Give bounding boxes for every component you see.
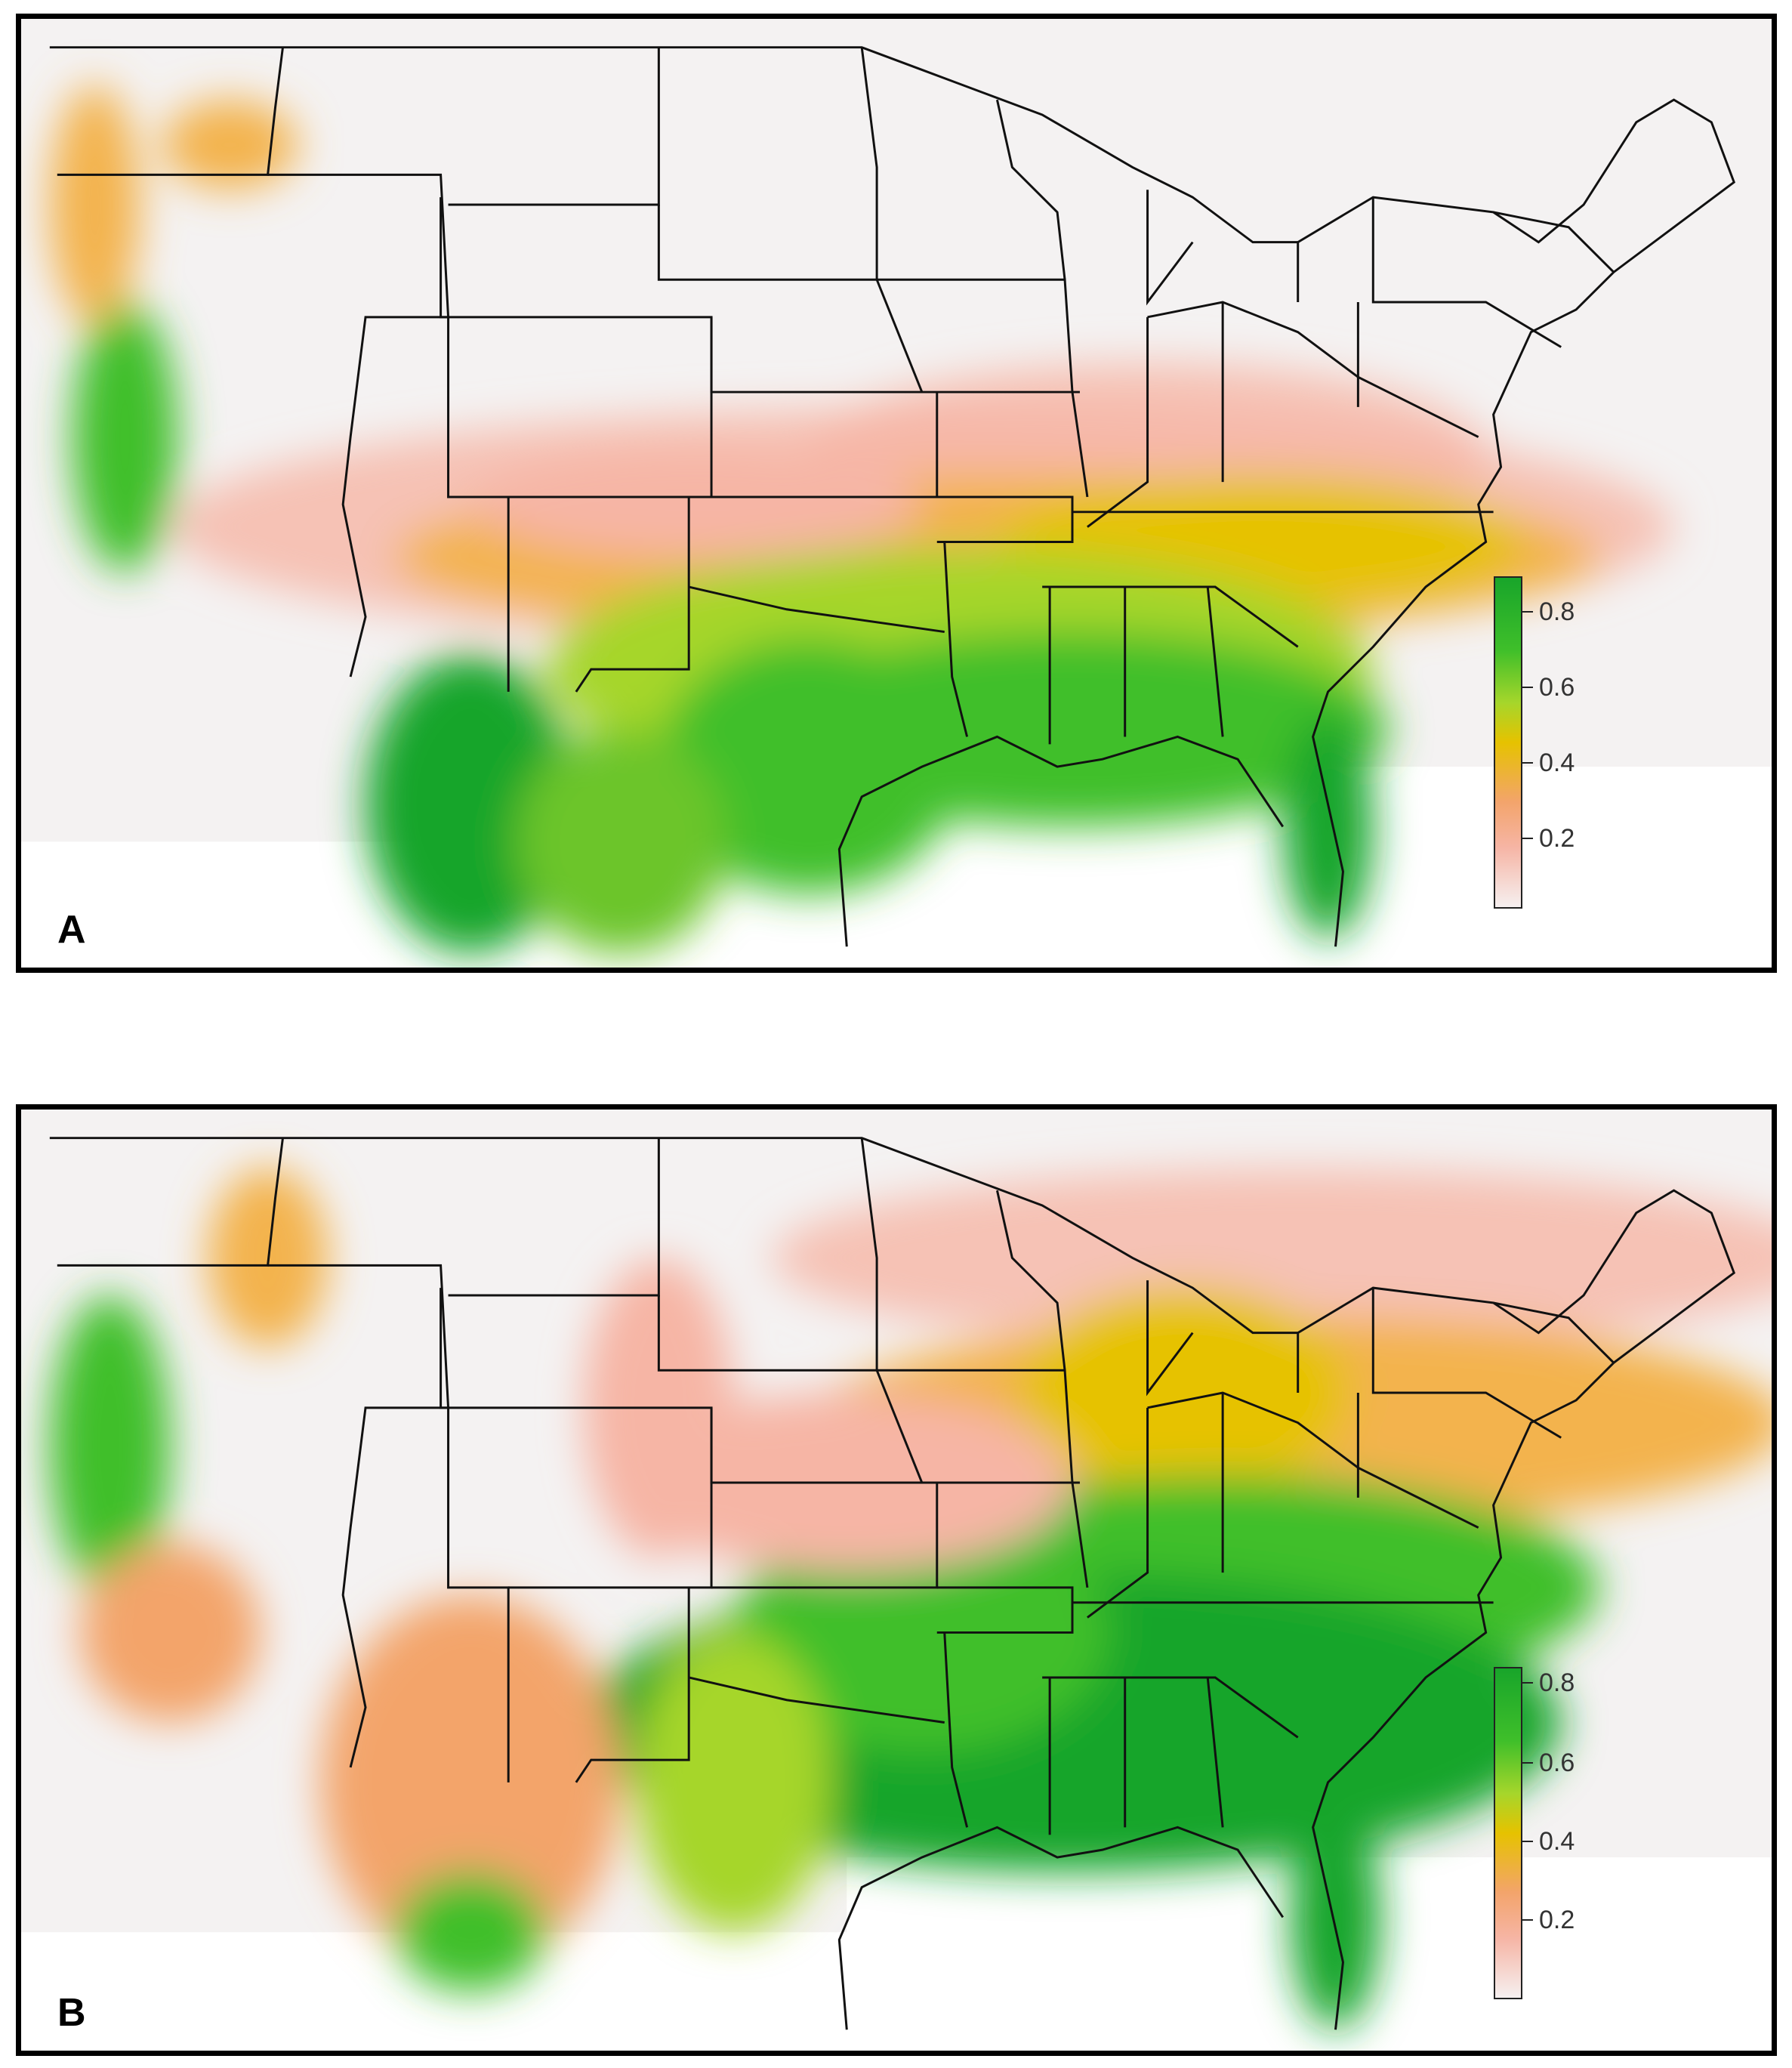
legend-tick-label: 0.2: [1539, 1906, 1575, 1934]
color-legend-a: 0.8 0.6 0.4 0.2: [1494, 576, 1622, 931]
legend-colorbar-b: [1494, 1667, 1522, 1999]
legend-tick-mark: [1522, 611, 1533, 613]
panel-label-a: A: [57, 908, 86, 952]
map-b-canvas: [20, 1108, 1773, 2052]
suitability-surface-b: [49, 1168, 1773, 2030]
legend-tick-label: 0.4: [1539, 1827, 1575, 1856]
legend-tick-label: 0.8: [1539, 1668, 1575, 1697]
panel-label-b: B: [57, 1991, 86, 2035]
suitability-surface-a: [49, 85, 1674, 955]
legend-tick-label: 0.2: [1539, 824, 1575, 853]
map-a-canvas: [20, 17, 1773, 969]
legend-tick-label: 0.4: [1539, 748, 1575, 777]
map-panel-a: A 0.8 0.6 0.4 0.2: [16, 14, 1777, 973]
state-boundaries-b: [49, 1137, 1736, 2030]
legend-tick-mark: [1522, 1841, 1533, 1842]
legend-tick-mark: [1522, 1762, 1533, 1764]
legend-tick-label: 0.6: [1539, 673, 1575, 702]
legend-tick-label: 0.8: [1539, 597, 1575, 626]
color-legend-b: 0.8 0.6 0.4 0.2: [1494, 1667, 1622, 2022]
state-boundaries-a: [49, 46, 1736, 947]
legend-tick-mark: [1522, 687, 1533, 688]
legend-tick-mark: [1522, 1682, 1533, 1684]
legend-tick-mark: [1522, 1919, 1533, 1921]
map-panel-b: B 0.8 0.6 0.4 0.2: [16, 1104, 1777, 2056]
legend-tick-mark: [1522, 762, 1533, 764]
legend-tick-mark: [1522, 838, 1533, 839]
legend-tick-label: 0.6: [1539, 1749, 1575, 1777]
legend-colorbar-a: [1494, 576, 1522, 909]
